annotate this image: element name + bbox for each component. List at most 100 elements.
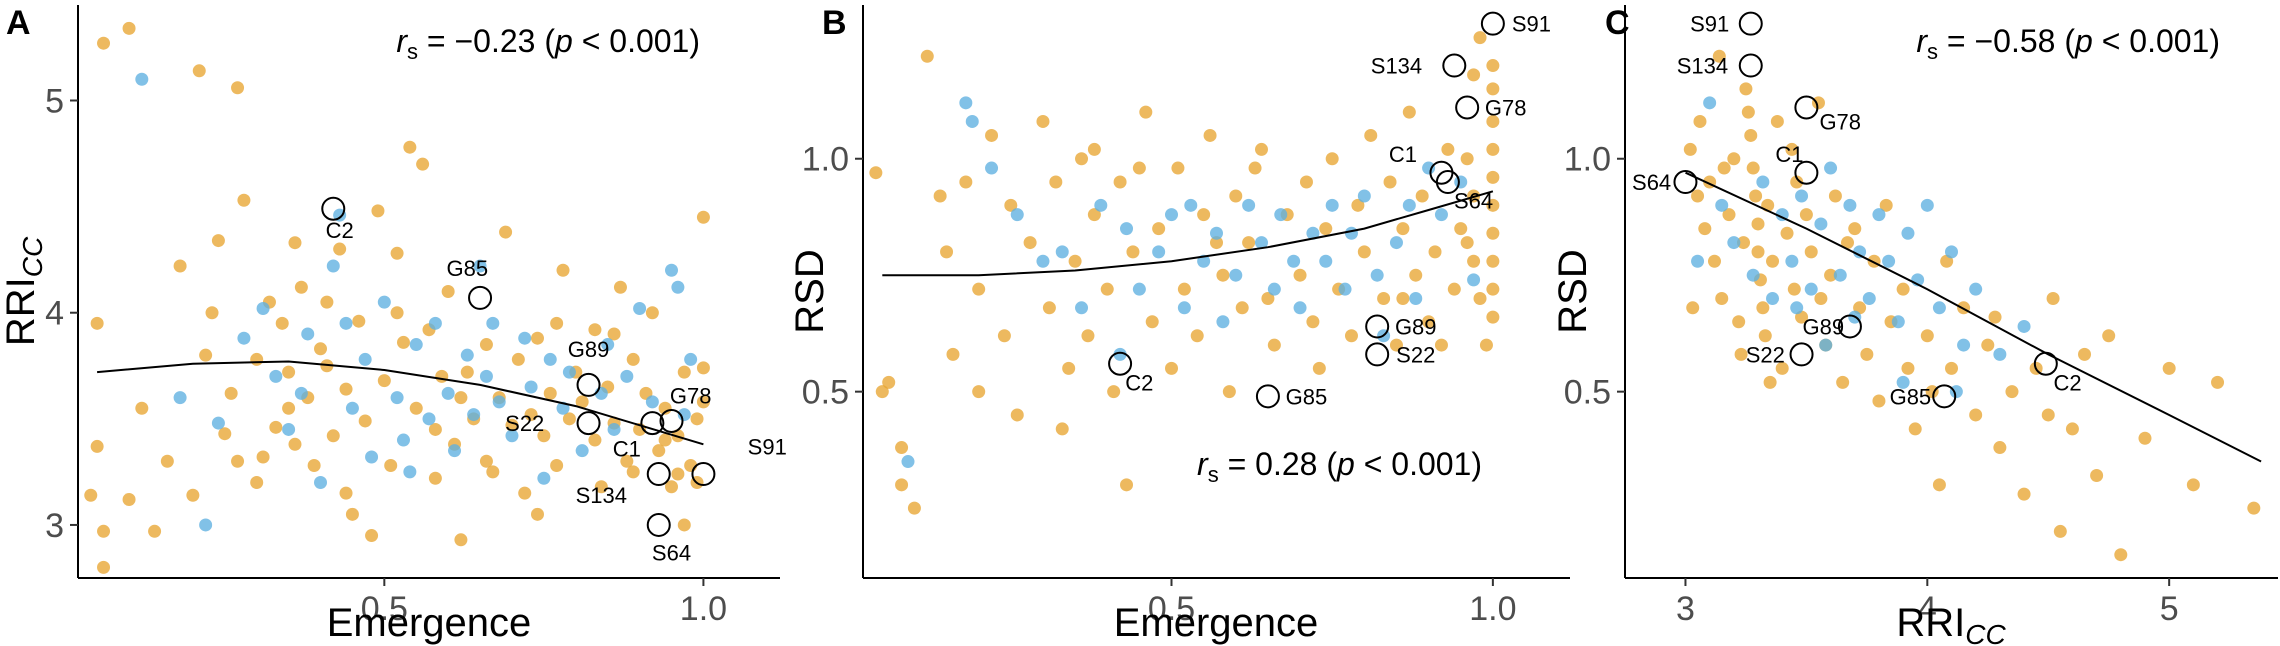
- point-label-g78: G78: [670, 383, 712, 408]
- data-point-orange: [511, 352, 525, 366]
- data-point-orange: [205, 306, 219, 320]
- data-point-blue: [237, 331, 251, 345]
- data-point-blue: [1177, 301, 1191, 315]
- data-point-orange: [518, 486, 532, 500]
- data-point-orange: [1364, 128, 1378, 142]
- data-point-orange: [199, 348, 213, 362]
- data-point-orange: [2065, 422, 2079, 436]
- data-point-orange: [173, 259, 187, 273]
- data-point-orange: [607, 327, 621, 341]
- data-point-orange: [333, 242, 347, 256]
- data-point-orange: [358, 414, 372, 428]
- highlight-ring-g89: [1365, 314, 1390, 339]
- data-point-orange: [530, 331, 544, 345]
- data-point-orange: [1377, 291, 1391, 305]
- data-point-blue: [345, 401, 359, 415]
- data-point-blue: [1795, 189, 1809, 203]
- data-point-orange: [250, 352, 264, 366]
- data-point-orange: [1763, 375, 1777, 389]
- data-point-blue: [269, 369, 283, 383]
- panel-b: S91 S134 G78 C1 S64 G89 S22 C2 G85 0.5 1.0 0.5 1.0 Em…: [788, 5, 1570, 645]
- data-point-blue: [1843, 198, 1857, 212]
- data-point-orange: [1261, 291, 1275, 305]
- data-point-orange: [1836, 375, 1850, 389]
- data-point-orange: [1139, 105, 1153, 119]
- data-point-blue: [1184, 198, 1198, 212]
- highlight-ring-c2: [1108, 351, 1133, 376]
- data-point-orange: [1790, 175, 1804, 189]
- data-point-orange: [1479, 338, 1493, 352]
- data-point-orange: [1023, 236, 1037, 250]
- data-point-orange: [1993, 441, 2007, 455]
- correlation-annotation: rs = 0.28 (p < 0.001): [1197, 446, 1482, 487]
- data-point-blue: [1891, 315, 1905, 329]
- data-point-orange: [1698, 222, 1712, 236]
- data-point-orange: [1171, 161, 1185, 175]
- data-point-blue: [1824, 161, 1838, 175]
- data-point-orange: [90, 439, 104, 453]
- data-point-orange: [1749, 189, 1763, 203]
- data-point-orange: [1447, 282, 1461, 296]
- data-point-orange: [524, 408, 538, 422]
- data-point-orange: [454, 533, 468, 547]
- highlight-ring-s64: [1673, 170, 1698, 195]
- data-point-blue: [671, 280, 685, 294]
- data-point-orange: [1454, 222, 1468, 236]
- x-axis-title: RRICC: [1896, 601, 2006, 646]
- data-point-orange: [1473, 291, 1487, 305]
- point-label-c1: C1: [1775, 142, 1803, 167]
- point-label-s91: S91: [1690, 12, 1729, 37]
- point-label-s22: S22: [1396, 342, 1435, 367]
- data-point-orange: [1357, 245, 1371, 259]
- data-point-orange: [1734, 347, 1748, 361]
- data-point-blue: [1920, 198, 1934, 212]
- data-point-orange: [946, 347, 960, 361]
- data-point-blue: [1727, 236, 1741, 250]
- data-point-orange: [869, 166, 883, 180]
- data-point-orange: [1707, 254, 1721, 268]
- data-point-orange: [1010, 408, 1024, 422]
- point-label-s64: S64: [652, 541, 691, 566]
- point-label-g85: G85: [1890, 384, 1932, 409]
- data-point-orange: [882, 375, 896, 389]
- data-point-blue: [1344, 226, 1358, 240]
- data-point-orange: [1872, 394, 1886, 408]
- highlight-ring-g89: [576, 372, 601, 397]
- y-axis-title: RRICC: [0, 236, 48, 346]
- data-point-orange: [352, 314, 366, 328]
- data-point-orange: [428, 471, 442, 485]
- point-label-g89: G89: [568, 337, 610, 362]
- data-point-orange: [895, 478, 909, 492]
- data-point-blue: [1306, 226, 1320, 240]
- data-point-orange: [409, 401, 423, 415]
- data-point-orange: [1087, 142, 1101, 156]
- data-point-orange: [1799, 208, 1813, 222]
- data-point-blue: [1210, 226, 1223, 240]
- data-point-blue: [1790, 301, 1804, 315]
- highlight-ring-s134: [646, 462, 671, 487]
- highlight-ring-c1: [640, 411, 665, 436]
- data-point-blue: [985, 161, 999, 175]
- data-point-blue: [390, 391, 404, 405]
- data-point-orange: [97, 36, 111, 50]
- data-point-orange: [875, 385, 889, 399]
- data-point-orange: [97, 524, 111, 538]
- data-point-blue: [1766, 291, 1780, 305]
- x-tick-label: 1.0: [680, 590, 727, 628]
- data-point-orange: [390, 246, 404, 260]
- data-point-orange: [2041, 408, 2055, 422]
- data-point-orange: [84, 488, 98, 502]
- point-label-c2: C2: [326, 218, 354, 243]
- data-point-blue: [339, 316, 353, 330]
- highlight-ring-c1: [1794, 160, 1819, 185]
- data-point-blue: [1969, 282, 1983, 296]
- data-point-blue: [607, 422, 621, 436]
- data-point-orange: [1152, 222, 1166, 236]
- data-point-orange: [1197, 208, 1211, 222]
- y-tick-label: 3: [45, 507, 64, 545]
- y-tick-label: 5: [45, 83, 64, 121]
- data-point-orange: [972, 385, 986, 399]
- data-point-orange: [371, 204, 385, 218]
- data-point-blue: [524, 380, 538, 394]
- data-point-blue: [492, 395, 506, 409]
